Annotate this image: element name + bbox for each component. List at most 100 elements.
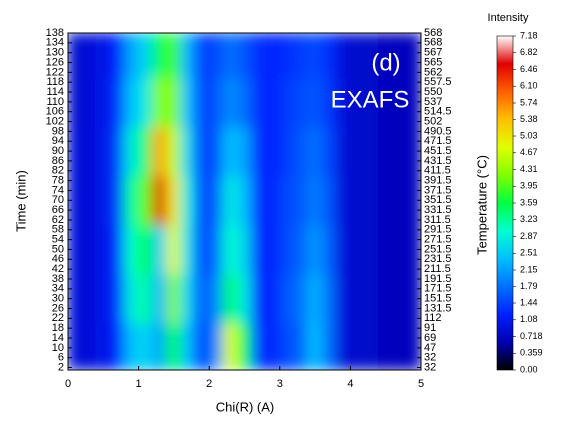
heat-cell [180, 273, 196, 324]
heat-cell [279, 322, 295, 370]
heat-cell [208, 33, 224, 78]
heat-cell [222, 33, 238, 78]
heat-cell [349, 224, 366, 275]
heat-cell [378, 322, 394, 370]
heat-cell [236, 224, 253, 275]
heat-cell [349, 125, 366, 177]
heat-cell [307, 224, 323, 275]
heat-cell [236, 175, 253, 226]
y-tick-label: 138 [46, 27, 64, 39]
y-tick-label: 94 [52, 135, 64, 147]
y-tick-label: 102 [46, 115, 64, 127]
x-tick-label: 2 [206, 378, 212, 390]
colorbar [496, 35, 514, 371]
heat-cell [81, 322, 97, 370]
colorbar-tick-label: 6.10 [520, 81, 538, 91]
y-tick-label: 42 [52, 263, 64, 275]
y2-tick-label: 550 [424, 86, 442, 98]
y2-tick-label: 231.5 [424, 253, 452, 265]
colorbar-tick-label: 1.79 [520, 281, 538, 291]
heat-cell [123, 76, 140, 127]
heat-cell [95, 273, 111, 324]
heat-cell [166, 322, 182, 370]
heat-cell [109, 322, 125, 370]
heat-cell [194, 175, 210, 226]
heat-cell [335, 76, 351, 127]
heat-cell [81, 76, 97, 127]
heat-cell [236, 76, 253, 127]
heat-cell [378, 224, 394, 275]
heat-cell [293, 76, 309, 127]
heat-cell [95, 224, 111, 275]
heat-cell [194, 125, 210, 177]
y-tick-label: 66 [52, 204, 64, 216]
heat-cell [109, 33, 125, 78]
heat-cell [81, 175, 97, 226]
heat-cell [152, 33, 168, 78]
plot-frame [67, 32, 422, 371]
heat-cell [222, 273, 238, 324]
colorbar-tick-label: 6.82 [520, 47, 538, 57]
heat-cell [236, 273, 253, 324]
heat-cell [138, 273, 154, 324]
heat-cell [321, 76, 337, 127]
y-tick-label: 34 [52, 283, 64, 295]
y-tick-label: 18 [52, 322, 64, 334]
y-tick-label: 86 [52, 155, 64, 167]
heat-cell [166, 76, 182, 127]
heat-cell [392, 125, 408, 177]
y-tick-label: 130 [46, 47, 64, 59]
heat-cell [279, 175, 295, 226]
heat-cell [138, 322, 154, 370]
y-tick-label: 54 [52, 234, 64, 246]
y2-tick-label: 502 [424, 115, 442, 127]
heat-cell [279, 125, 295, 177]
heat-cell [392, 175, 408, 226]
y-axis-label: Time (min) [13, 170, 28, 232]
colorbar-tick-label: 4.31 [520, 164, 538, 174]
heat-cell [251, 322, 267, 370]
heat-cell [138, 175, 154, 226]
y-tick-label: 74 [52, 184, 64, 196]
heat-cell [265, 76, 281, 127]
heat-cell [81, 224, 97, 275]
heat-cell [180, 125, 196, 177]
y2-tick-label: 451.5 [424, 145, 452, 157]
y-tick-label: 122 [46, 66, 64, 78]
y2-tick-label: 391.5 [424, 174, 452, 186]
heat-cell [81, 125, 97, 177]
y2-axis-label: Temperature (°C) [474, 155, 489, 255]
y2-tick-label: 431.5 [424, 155, 452, 167]
heat-cell [307, 322, 323, 370]
heat-cell [138, 125, 154, 177]
heat-cell [279, 76, 295, 127]
colorbar-tick-label: 4.67 [520, 147, 538, 157]
colorbar-tick-label: 2.51 [520, 248, 538, 258]
colorbar-tick-label: 3.95 [520, 181, 538, 191]
y-tick-label: 38 [52, 273, 64, 285]
heat-cell [152, 175, 168, 226]
heat-cell [265, 175, 281, 226]
heat-cell [349, 273, 366, 324]
heat-cell [81, 33, 97, 78]
heat-cell [109, 125, 125, 177]
heat-cell [208, 224, 224, 275]
heat-cell [68, 125, 83, 177]
heat-cell [123, 322, 140, 370]
heat-cell [392, 224, 408, 275]
heat-cell [68, 76, 83, 127]
colorbar-tick-label: 7.18 [520, 30, 538, 40]
y-tick-label: 50 [52, 243, 64, 255]
y-tick-label: 78 [52, 174, 64, 186]
heat-cell [406, 322, 421, 370]
heat-cell [307, 76, 323, 127]
heat-cell [180, 322, 196, 370]
heat-cell [68, 175, 83, 226]
heat-cell [265, 224, 281, 275]
heat-cell [406, 76, 421, 127]
heat-cell [166, 175, 182, 226]
y2-tick-label: 557.5 [424, 76, 452, 88]
heat-cell [293, 125, 309, 177]
y2-tick-label: 251.5 [424, 243, 452, 255]
heat-cell [251, 175, 267, 226]
